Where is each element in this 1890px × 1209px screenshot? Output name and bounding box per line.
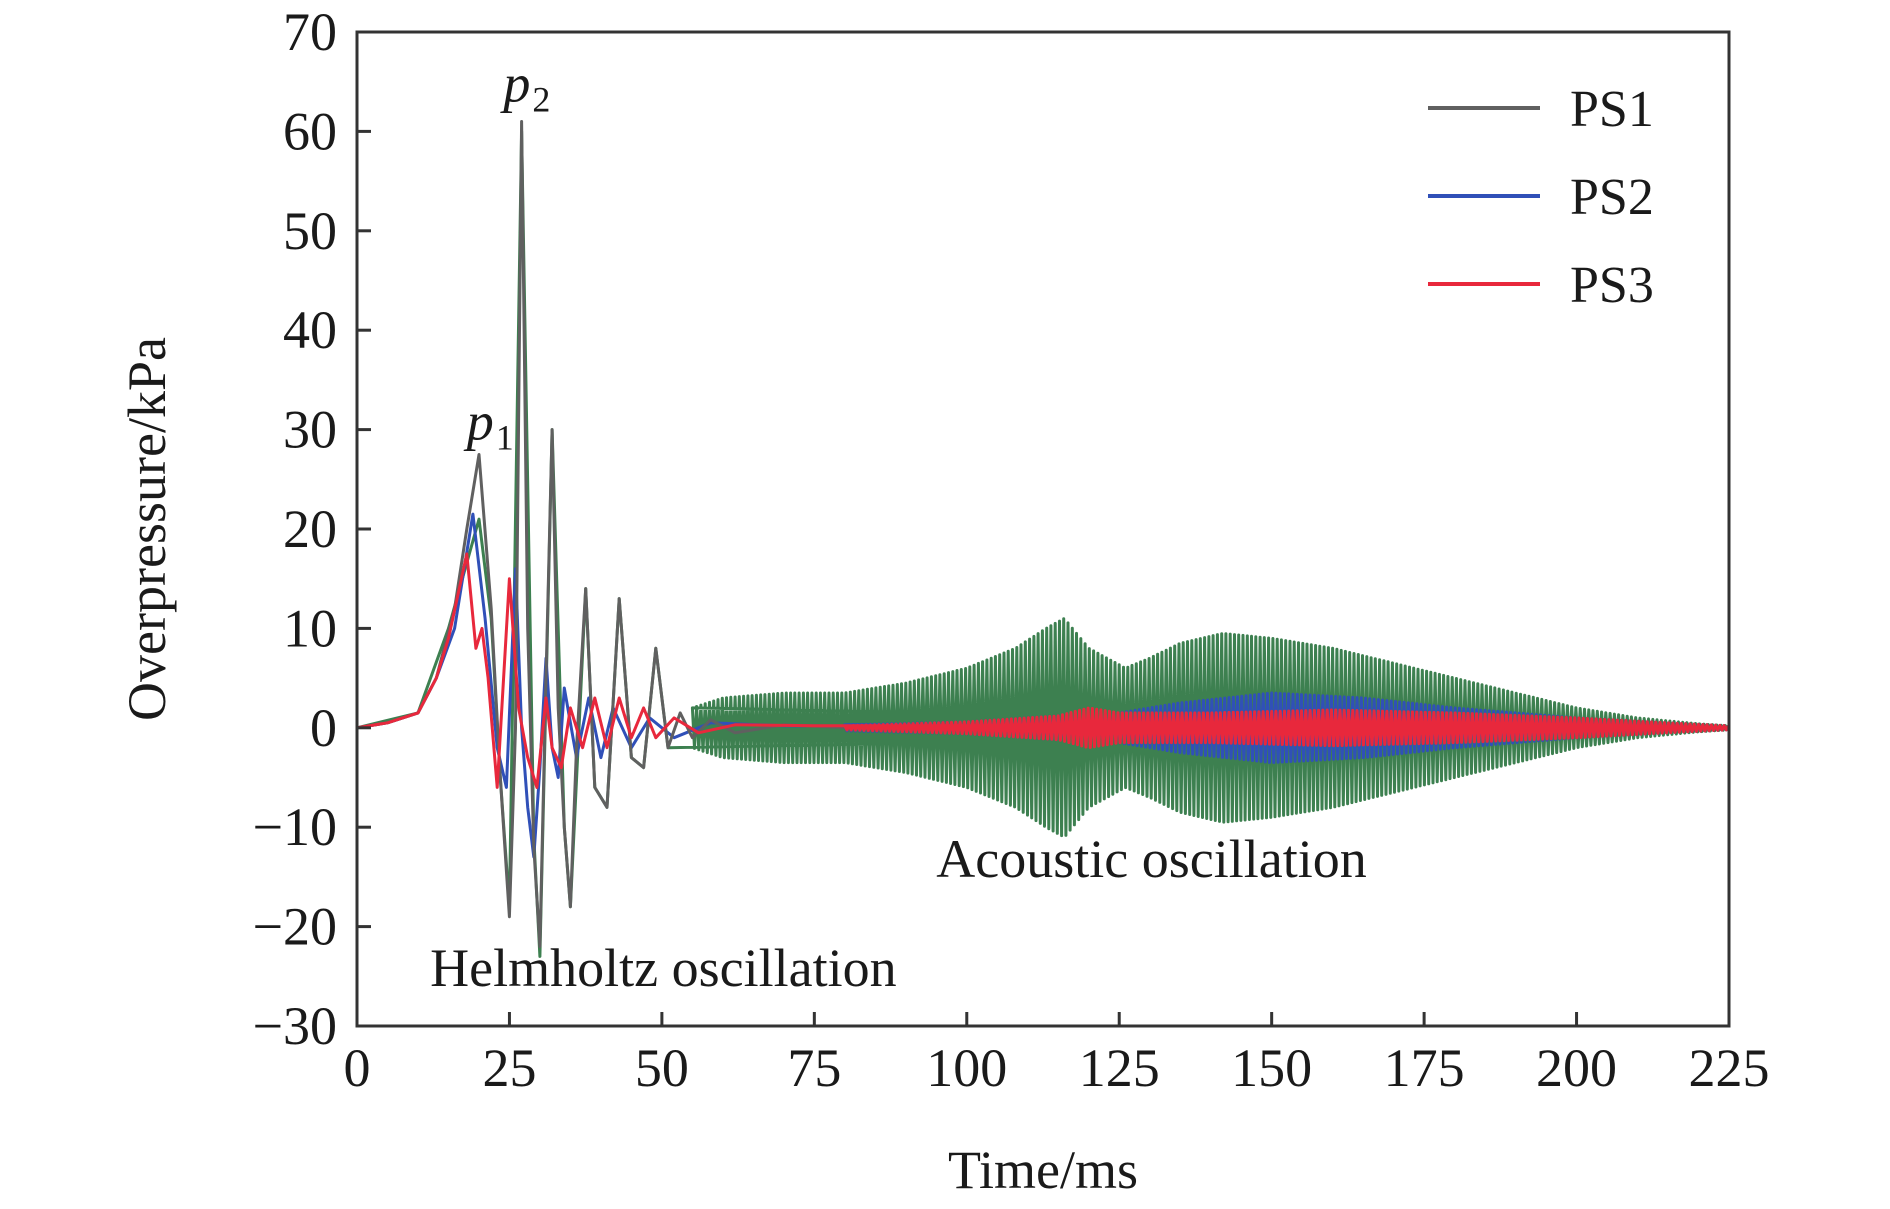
peak-label-p1: p1 bbox=[463, 392, 514, 458]
x-tick-label: 200 bbox=[1536, 1038, 1617, 1098]
axes-layer: 0 25 50 75 100 125 150 175 200 225−30−20−10010203… bbox=[117, 2, 1770, 1200]
peak-label-p2: p2 bbox=[499, 54, 550, 120]
y-tick-label: 30 bbox=[283, 400, 337, 460]
y-tick-label: −20 bbox=[253, 897, 337, 957]
peak-label-subscript: 1 bbox=[496, 418, 514, 458]
y-tick-label: −10 bbox=[253, 797, 337, 857]
x-tick-label: 0 bbox=[344, 1038, 371, 1098]
y-tick-label: 20 bbox=[283, 499, 337, 559]
series-ps3-line bbox=[356, 552, 1731, 789]
x-tick-label: 100 bbox=[926, 1038, 1007, 1098]
y-tick-label: 10 bbox=[283, 598, 337, 658]
legend-label-ps3: PS3 bbox=[1570, 257, 1654, 314]
y-tick-label: 50 bbox=[283, 201, 337, 261]
series-ps1-line bbox=[356, 120, 1729, 948]
y-tick-label: 60 bbox=[283, 101, 337, 161]
y-tick-label: 70 bbox=[283, 2, 337, 62]
y-tick-label: −30 bbox=[253, 996, 337, 1056]
x-tick-label: 125 bbox=[1079, 1038, 1160, 1098]
series-layer bbox=[356, 120, 1731, 958]
peak-label-subscript: 2 bbox=[532, 80, 550, 120]
x-tick-label: 150 bbox=[1231, 1038, 1312, 1098]
x-tick-label: 50 bbox=[635, 1038, 689, 1098]
x-tick-label: 25 bbox=[482, 1038, 536, 1098]
x-tick-label: 175 bbox=[1384, 1038, 1465, 1098]
y-tick-label: 40 bbox=[283, 300, 337, 360]
x-tick-label: 225 bbox=[1689, 1038, 1770, 1098]
legend-label-ps2: PS2 bbox=[1570, 169, 1654, 226]
legend: PS1 PS2 PS3 bbox=[1428, 81, 1654, 314]
y-tick-label: 0 bbox=[310, 698, 337, 758]
x-axis-title: Time/ms bbox=[948, 1140, 1138, 1200]
y-axis-title: Overpressure/kPa bbox=[117, 337, 177, 721]
annotation-helmholtz-oscillation: Helmholtz oscillation bbox=[430, 938, 896, 998]
x-tick-label: 75 bbox=[787, 1038, 841, 1098]
annotation-acoustic-oscillation: Acoustic oscillation bbox=[936, 829, 1366, 889]
peak-label-letter: p bbox=[499, 54, 530, 114]
legend-label-ps1: PS1 bbox=[1570, 81, 1654, 138]
peak-label-letter: p bbox=[463, 392, 494, 452]
